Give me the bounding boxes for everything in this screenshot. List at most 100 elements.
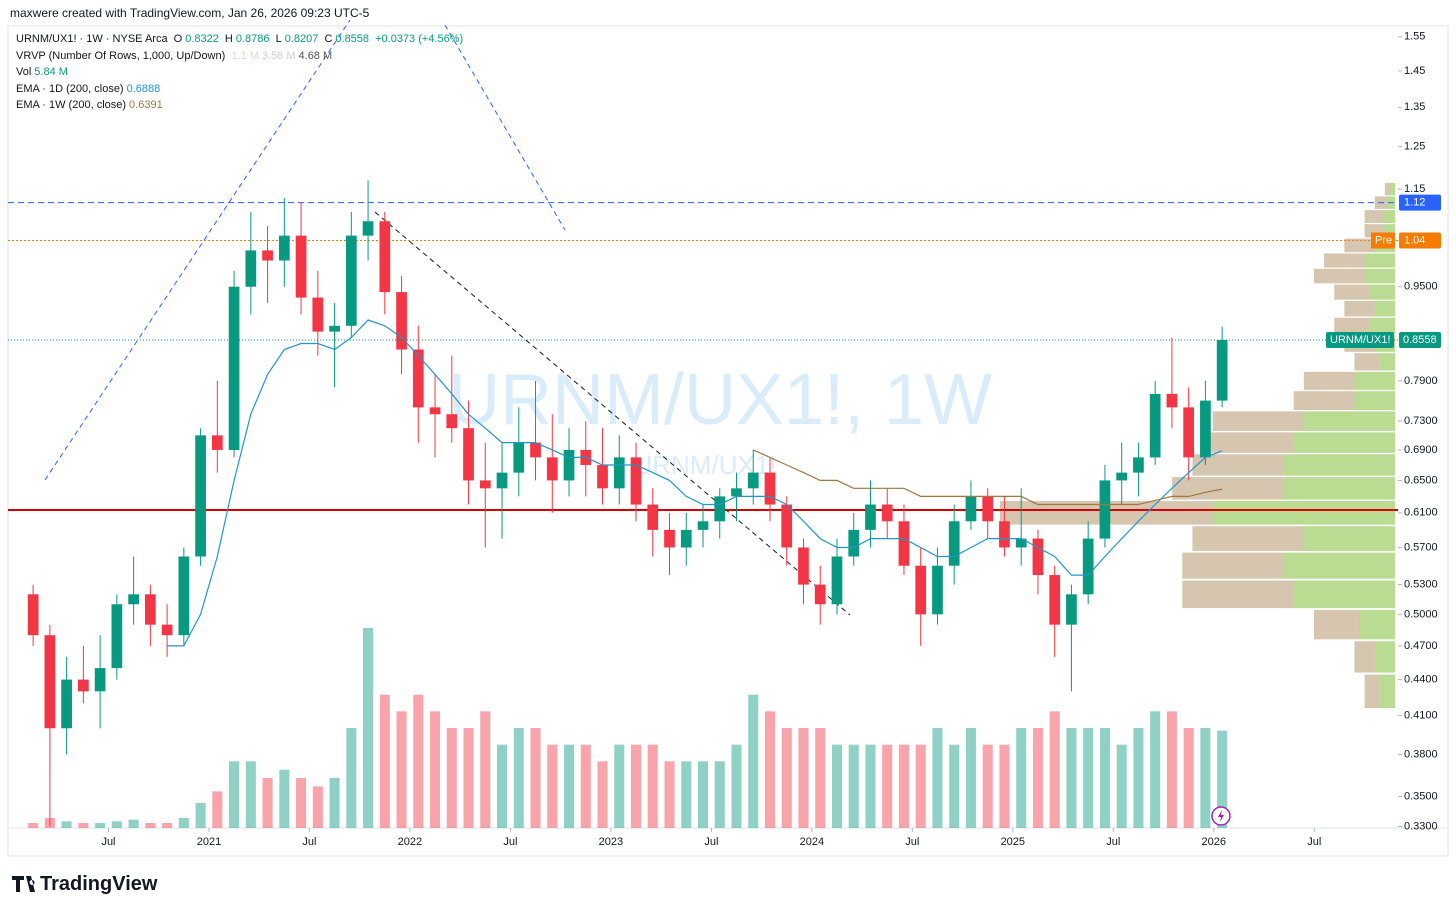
profile-down	[1344, 238, 1375, 253]
profile-up	[1303, 411, 1395, 431]
x-tick-label: Jul	[302, 836, 316, 848]
y-tick-label: 0.3800	[1404, 748, 1438, 760]
profile-up	[1379, 674, 1395, 709]
candle-body	[563, 449, 575, 481]
profile-down	[1313, 268, 1365, 284]
volume-bar	[664, 761, 675, 828]
x-tick-label: Jul	[503, 836, 517, 848]
candle-body	[446, 414, 458, 429]
candle-body	[1166, 393, 1178, 408]
watermark: URNM/UX1!, 1W	[448, 360, 992, 440]
profile-up	[1364, 268, 1395, 284]
y-tick-label: 0.6500	[1404, 474, 1438, 486]
candle-body	[848, 529, 860, 557]
y-tick-label: 0.7900	[1404, 375, 1438, 387]
profile-down	[1384, 182, 1390, 196]
volume-bar	[597, 761, 608, 828]
y-tick-label: 0.5000	[1404, 608, 1438, 620]
profile-up	[1293, 432, 1395, 453]
volume-bar	[630, 744, 642, 828]
volume-bar	[580, 744, 591, 828]
candle-body	[965, 496, 977, 522]
profile-down	[1334, 284, 1370, 300]
volume-bar	[1116, 744, 1127, 828]
candle-body	[429, 407, 441, 415]
y-tick-label: 0.4700	[1404, 640, 1438, 652]
indicator: Vol	[16, 66, 32, 78]
profile-up	[1283, 454, 1395, 476]
y-tick-label: 1.35	[1404, 101, 1425, 113]
candle-body	[178, 556, 190, 636]
symbol-tag: URNM/UX1!	[1330, 334, 1391, 346]
candle-body	[329, 325, 340, 332]
indicator: VRVP (Number Of Rows, 1,000, Up/Down)	[16, 49, 226, 62]
candle-body	[798, 547, 809, 585]
symbol: URNM/UX1! · 1W · NYSE Arca	[16, 33, 168, 45]
ohlc-label: O	[173, 33, 183, 45]
legend-row: Vol 5.84 M	[16, 64, 466, 81]
volume-bar	[748, 694, 759, 828]
candle-body	[1099, 480, 1111, 539]
volume-bar	[932, 728, 943, 828]
profile-down	[1334, 317, 1370, 334]
trend-line	[444, 24, 566, 231]
profile-up	[1212, 501, 1395, 525]
volume-bar	[815, 728, 826, 828]
footer: TradingView	[40, 873, 158, 895]
profile-up	[1283, 477, 1395, 500]
volume-bar	[982, 744, 993, 828]
legend-row: URNM/UX1! · 1W · NYSE Arca O 0.8322 H 0.87…	[16, 31, 466, 48]
candle-body	[161, 624, 173, 636]
volume-bar	[1099, 728, 1110, 828]
volume-bar	[714, 761, 725, 828]
candle-body	[362, 221, 374, 236]
candle-body	[1066, 594, 1077, 625]
trend-line	[44, 19, 351, 481]
candle-body	[228, 286, 240, 450]
x-tick-label: 2022	[398, 836, 422, 848]
indicator-value: 1.1 M	[231, 49, 259, 62]
profile-down	[1344, 300, 1375, 317]
x-tick-label: 2026	[1202, 836, 1226, 848]
ema-line	[167, 319, 1223, 647]
volume-bar	[1200, 728, 1211, 828]
candle-body	[1183, 407, 1195, 458]
ema-line	[752, 449, 1223, 506]
ohlc-value: 0.8322	[185, 33, 219, 45]
profile-up	[1379, 353, 1395, 371]
profile-up	[1359, 609, 1395, 640]
volume-bar	[865, 744, 876, 828]
x-tick-label: Jul	[905, 836, 919, 848]
y-tick-label: 1.25	[1404, 141, 1425, 153]
y-tick-label: 1.55	[1404, 31, 1425, 43]
profile-up	[1303, 526, 1395, 551]
candle-body	[245, 250, 257, 287]
candle-body	[312, 297, 324, 332]
volume-bar	[312, 786, 323, 828]
y-tick-label: 0.3300	[1404, 820, 1438, 832]
profile-down	[1324, 253, 1365, 268]
pane-back: URNM/UX1!, 1W URNM/UX1!	[28, 182, 1395, 828]
candle-body	[731, 488, 742, 497]
volume-bar	[212, 791, 223, 828]
level-label-box	[1399, 232, 1441, 249]
profile-down	[1354, 641, 1375, 673]
profile-up	[1354, 391, 1395, 410]
level-tag-box	[1371, 232, 1395, 249]
volume-bar	[329, 778, 340, 828]
profile-down	[1202, 432, 1294, 453]
profile-down	[1354, 353, 1380, 371]
candle-body	[379, 221, 391, 293]
volume-bar	[162, 823, 173, 828]
volume-bar	[95, 823, 106, 828]
candle-body	[714, 496, 726, 522]
candle-body	[463, 428, 474, 481]
candle-body	[865, 504, 876, 530]
volume-bar	[128, 819, 139, 828]
volume-bar	[363, 628, 374, 828]
y-tick-label: 0.6900	[1404, 444, 1438, 456]
price-axis: 1.55 1.45 1.35 1.25 1.15 0.9500 0.7900 0.7300 0.…	[101, 31, 1441, 848]
volume-bar	[145, 823, 156, 828]
